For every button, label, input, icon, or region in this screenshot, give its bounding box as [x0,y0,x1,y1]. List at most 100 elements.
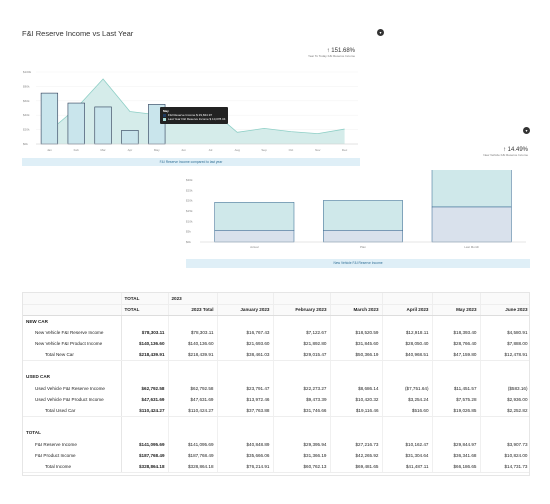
column-header[interactable]: 2023 Total [168,304,218,316]
chart1-xtick-label: May [154,148,160,152]
chart1-menu-icon[interactable]: ▾ [377,29,384,36]
table-cell [382,427,433,439]
column-header[interactable] [480,293,529,305]
column-header[interactable]: February 2023 [273,304,331,316]
table-cell [432,427,481,439]
chart2-ytick-label: $5k [186,230,191,234]
table-cell: $7,575.28 [432,393,481,405]
chart1-series-last-year-area [49,79,345,144]
table-cell [121,360,169,372]
table-row: Total Used Car $110,424.27 $110,424.27 $37,… [23,404,529,417]
chart2-xtick-label: Actual [250,245,259,249]
table-cell: $140,136.60 [121,337,169,349]
table-cell: $10,420.32 [330,393,383,405]
table-cell: $29,395.94 [273,438,331,450]
tooltip-line2: Last Year F&I Reserve Income $ 10,078.34 [168,117,226,122]
chart1-ytick-label: $40k [23,113,30,117]
column-header[interactable]: TOTAL [121,304,169,316]
table-cell: $50,366.19 [330,348,383,361]
table-cell: ($7,751.64) [382,382,433,394]
table-cell: $78,303.11 [168,326,218,338]
table-cell [121,427,169,439]
chart1-ytick-label: $0k [23,142,28,146]
chart2-ytick-label: $0k [186,240,191,244]
chart1-xtick-label: Feb [74,148,80,152]
table-cell: $29,844.97 [432,438,481,450]
column-header[interactable]: TOTAL [121,293,169,305]
table-row: New Vehicle F&I Product Income $140,136.6… [23,337,529,349]
chart2-ytick-label: $15k [186,209,193,213]
chart1-ytick-label: $80k [23,84,30,88]
chart1-xtick-label: Aug [235,148,241,152]
column-header[interactable]: June 2023 [480,304,529,316]
table-cell [217,371,274,383]
table-cell: ($583.16) [480,382,529,394]
chart2-xtick-label: Last Month [464,245,479,249]
table-cell: $29,015.47 [273,348,331,361]
table-cell: $21,693.60 [217,337,274,349]
column-header[interactable] [273,293,331,305]
table-cell: $12,478.91 [480,348,529,361]
table-cell [273,371,331,383]
table-cell: $23,791.47 [217,382,274,394]
table-cell [480,371,529,383]
table-cell: $140,136.60 [168,337,218,349]
table-cell: $328,864.18 [121,460,169,473]
table-cell: $141,095.69 [168,438,218,450]
chart2-ytick-label: $20k [186,199,193,203]
table-cell: $187,768.49 [121,449,169,461]
table-cell: $21,892.80 [273,337,331,349]
chart1-xtick-label: Mar [100,148,105,152]
chart2-ytick-label: $25k [186,188,193,192]
chart1-xtick-label: Sep [261,148,267,152]
table-cell: $16,767.43 [217,326,274,338]
column-header[interactable] [23,293,122,305]
table-cell: $31,304.64 [382,449,433,461]
row-label: Total New Car [23,348,122,361]
column-header[interactable] [432,293,481,305]
chart1-panel: $100k $80k $60k $40k $20k $0k Jan Feb Mar Apr May J… [22,62,362,156]
table-row: TOTAL [23,427,529,439]
table-row: NEW CAR [23,315,529,327]
row-label: Used Vehicle F&I Product Income [23,393,122,405]
chart2-bar-bottom [323,230,403,243]
table-cell: $66,186.65 [432,460,481,473]
column-header[interactable] [217,293,274,305]
tooltip-line1: F&I Reserve Income $ 29,844.97 [168,113,213,118]
column-header[interactable]: April 2023 [382,304,433,316]
column-header[interactable]: May 2023 [432,304,481,316]
table-row: USED CAR [23,371,529,383]
table-cell: $47,631.69 [168,393,218,405]
table-row [23,360,529,372]
table-cell [168,416,218,428]
table-cell [121,371,169,383]
chart1-xtick-label: Dec [342,148,348,152]
column-header[interactable]: March 2023 [330,304,383,316]
table-cell [217,416,274,428]
chart2-menu-icon[interactable]: ▾ [523,127,530,134]
table-cell: $38,461.03 [217,348,274,361]
table-cell: $18,393.40 [432,326,481,338]
table-cell: $18,520.59 [330,326,383,338]
table-cell [273,416,331,428]
table-cell [432,360,481,372]
column-header[interactable]: 2023 [168,293,218,305]
table-cell [480,360,529,372]
column-header[interactable]: January 2023 [217,304,274,316]
table-row: Used Vehicle F&I Product Income $47,631.6… [23,393,529,405]
chart2-bar-top [214,202,295,231]
table-cell: $2,936.00 [480,393,529,405]
chart2-kpi-value: ↑ 14.49% [502,147,528,153]
table-cell: $10,162.47 [382,438,433,450]
chart1-xtick-label: Jan [47,148,52,152]
chart1-ytick-label: $100k [23,70,32,74]
column-header[interactable] [330,293,383,305]
column-header[interactable] [23,304,122,316]
column-header[interactable] [382,293,433,305]
table-row: F&I Product Income $187,768.49 $187,768.49… [23,449,529,461]
chart2-kpi-subtitle: New Vehicle F&I Reserve Income [483,153,528,157]
table-cell: $3,254.24 [382,393,433,405]
chart1-caption: F&I Reserve Income compared to last year [22,158,360,166]
income-table: TOTAL 2023 TOTAL 2023 Total January 2023 Febr… [22,292,530,476]
table-cell: $110,424.27 [168,404,218,417]
